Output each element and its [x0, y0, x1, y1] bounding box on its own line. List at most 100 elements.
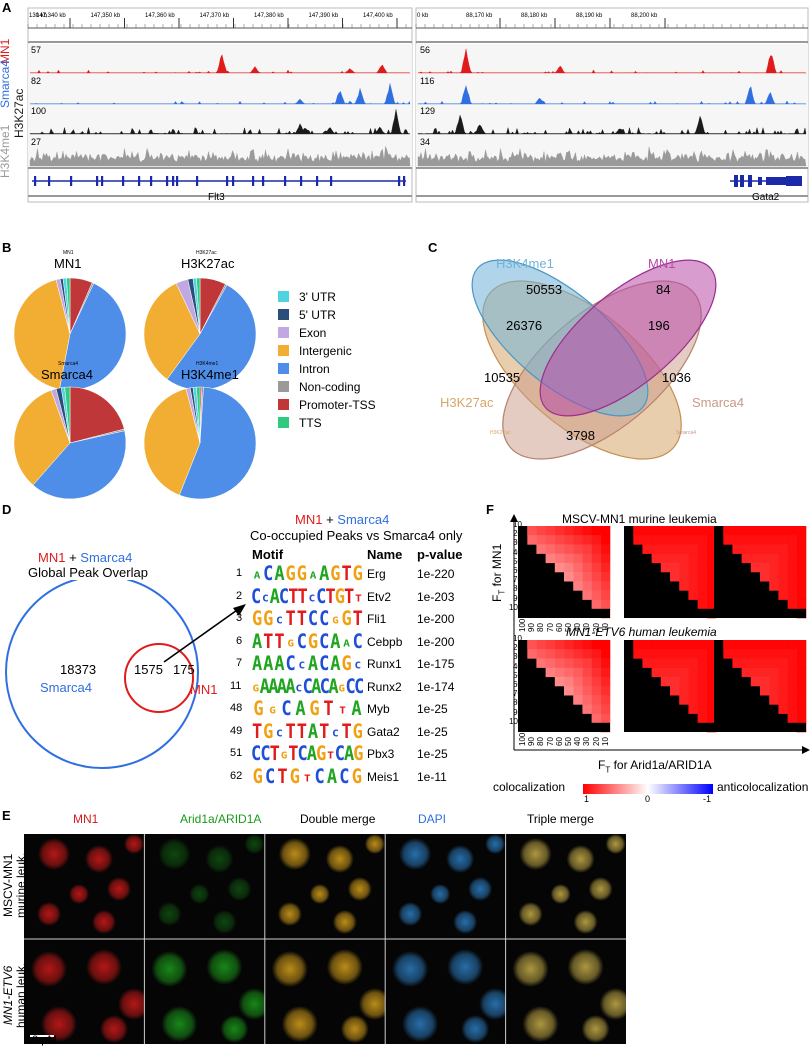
motif-pvalue: 1e-200 — [417, 634, 455, 649]
venn-label-h3k27ac: H3K27ac — [440, 395, 494, 410]
legend-swatch — [278, 381, 289, 392]
column-header: Triple merge — [527, 812, 594, 826]
overlap-venn — [5, 580, 199, 769]
motif-name: Meis1 — [367, 769, 400, 784]
heatmap-y-tick: 50 — [513, 670, 522, 680]
heatmap-x-tick: 20 — [591, 737, 601, 746]
heatmap-x-tick: 70 — [545, 737, 555, 746]
heatmap-y-tick: 90 — [513, 707, 522, 717]
legend-label: Promoter-TSS — [299, 398, 376, 412]
legend-swatch — [278, 363, 289, 374]
legend-item: Intergenic — [278, 344, 352, 358]
venn-small-label-smarca4: Smarca4 — [676, 430, 697, 436]
venn-label-h3k4me1: H3K4me1 — [496, 256, 554, 271]
column-header: Arid1a/ARID1A — [180, 812, 262, 826]
right-tick-label: 88,200 kb — [631, 13, 658, 19]
pie-title-h3k4me1: H3K4me1 — [181, 367, 239, 382]
motif-rank: 1 — [236, 567, 243, 579]
heatmap-y-tick: 80 — [513, 584, 522, 594]
pie-h3k4me1 — [143, 386, 257, 500]
motif-name: Gata2 — [367, 724, 400, 739]
scale-smarca4-left: 82 — [31, 76, 42, 86]
legend-item: Exon — [278, 326, 326, 340]
pvalue-header: p-value — [417, 547, 463, 562]
pie-small-title-h3k4me1: H3K4me1 — [196, 361, 219, 367]
panel-label-c: C — [428, 240, 438, 255]
heatmap-y-tick: 70 — [513, 575, 522, 585]
pie-title-h3k27ac: H3K27ac — [181, 256, 235, 271]
panel-label-a: A — [2, 0, 12, 15]
track-label-h3k4me1: H3K4me1 — [0, 124, 12, 178]
legend-swatch — [278, 399, 289, 410]
colorbar-tick-neg1: -1 — [703, 794, 712, 804]
genome-browser-tracks — [27, 7, 809, 203]
heatmap-title-bottom: MN1-ETV6 human leukemia — [566, 625, 717, 639]
motif-pvalue: 1e-200 — [417, 612, 455, 626]
heatmap-x-tick: 90 — [527, 623, 537, 632]
arrow — [163, 604, 246, 663]
left-tick-label: 147,380 kb — [254, 13, 284, 19]
overlap-label-mn1: MN1 — [190, 682, 218, 697]
legend-label: Non-coding — [299, 380, 361, 394]
row1-label: MSCV-MN1 murine leuk. — [1, 852, 28, 918]
scale-h3k4me1-right: 34 — [420, 137, 431, 147]
gene-label-gata2: Gata2 — [752, 192, 780, 203]
venn-small-label-h3k27ac: H3K27ac — [490, 430, 511, 436]
count-overlap: 1575 — [134, 662, 163, 677]
left-tick-label: 147,400 kb — [363, 13, 393, 19]
legend-item: Intron — [278, 362, 330, 376]
scale-bar-label: 10 μM — [26, 1034, 57, 1046]
heatmap-y-tick: 30 — [513, 538, 522, 548]
motif-name: Runx1 — [367, 657, 402, 671]
legend-item: 3' UTR — [278, 290, 336, 304]
column-header: MN1 — [73, 812, 99, 826]
cell-images — [24, 834, 632, 1044]
heatmap-y-tick: 100 — [509, 602, 523, 612]
heatmap-title-top: MSCV-MN1 murine leukemia — [562, 512, 717, 526]
motif-name: Runx2 — [367, 679, 402, 694]
motif-name: Etv2 — [367, 589, 392, 604]
scale-h3k27ac-right: 129 — [420, 106, 436, 116]
colorbar-tick-0: 0 — [645, 794, 651, 804]
motif-header: Motif — [252, 547, 284, 562]
pie-small-title-h3k27ac: H3K27ac — [196, 250, 217, 256]
count-mn1-only: 175 — [173, 662, 195, 677]
pie-slice-tts — [196, 386, 201, 444]
pie-small-title-smarca4: Smarca4 — [58, 361, 79, 367]
motif-rank: 62 — [230, 769, 243, 782]
motif-rank: 11 — [230, 679, 242, 692]
heatmap-x-tick: 50 — [564, 737, 573, 746]
heatmap-y-tick: 20 — [513, 529, 522, 539]
heatmap-y-tick: 60 — [513, 680, 522, 689]
global-overlap-subtitle: Global Peak Overlap — [28, 565, 148, 580]
pie-slice-intergenic — [143, 282, 201, 380]
legend-label: Intron — [299, 362, 330, 376]
left-tick-label: 147,370 kb — [199, 13, 230, 19]
pie-slice-promoter-tss — [69, 386, 125, 444]
scale-mn1-right: 56 — [420, 45, 431, 55]
pie-slice-intron — [32, 430, 127, 500]
row2-label: MN1-ETV6 human leuk. — [1, 962, 28, 1028]
motif-rank: 49 — [230, 724, 243, 737]
pie-small-title-mn1: MN1 — [63, 250, 74, 256]
pie-slice-tts — [66, 277, 71, 335]
legend-item: Non-coding — [278, 380, 360, 394]
track-label-h3k27ac: H3K27ac — [12, 88, 26, 138]
legend-label: TTS — [299, 416, 322, 430]
heatmap-y-tick: 60 — [513, 566, 522, 575]
heatmap-y-tick: 50 — [513, 556, 522, 566]
legend-swatch — [278, 327, 289, 338]
right-tick-label: 88,180 kb — [521, 13, 548, 19]
legend-item: TTS — [278, 416, 322, 430]
motif-pvalue: 1e-220 — [417, 567, 455, 581]
column-header: DAPI — [418, 812, 447, 826]
venn-count-h3k27ac-only: 10535 — [484, 370, 521, 385]
motif-rank: 2 — [236, 589, 243, 602]
pie-slice-tts — [196, 277, 201, 335]
motif-rank: 7 — [236, 657, 243, 669]
column-header: Double merge — [300, 812, 376, 826]
